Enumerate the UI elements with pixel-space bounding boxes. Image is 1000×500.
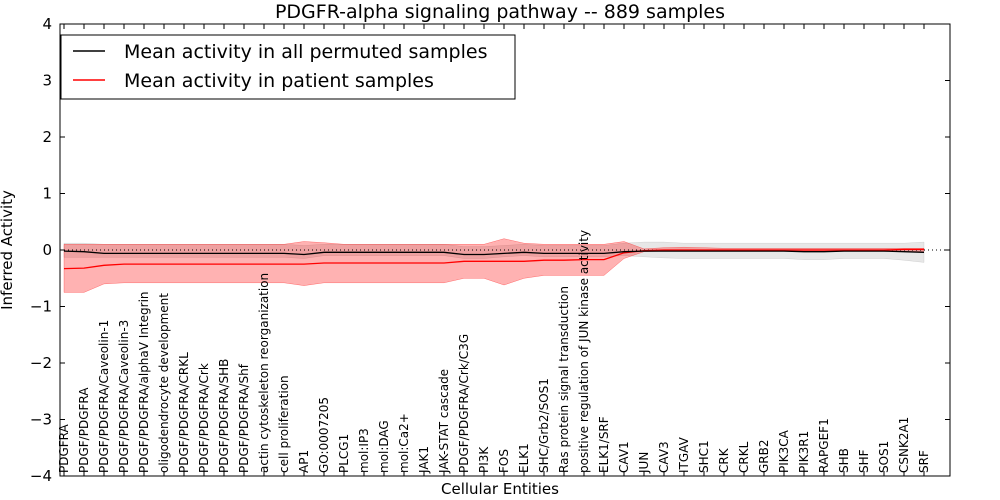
category-label: PI3K xyxy=(477,446,491,473)
legend: Mean activity in all permuted samples Me… xyxy=(60,34,516,100)
category-label: AP1 xyxy=(297,450,311,473)
category-label: mol:DAG xyxy=(377,420,391,473)
category-label: CRK xyxy=(717,447,731,473)
y-axis-label: Inferred Activity xyxy=(0,190,16,310)
y-tick-label: −3 xyxy=(30,411,52,429)
series-line-permuted xyxy=(63,250,925,256)
category-label: actin cytoskeleton reorganization xyxy=(257,273,271,473)
y-tick-label: 1 xyxy=(42,185,52,203)
category-label: PIK3R1 xyxy=(797,431,811,473)
category-label: SHF xyxy=(857,449,871,473)
series-line-patient xyxy=(63,248,924,270)
category-label: cell proliferation xyxy=(277,375,291,473)
y-tick-label: −4 xyxy=(30,467,52,485)
y-tick-label: −1 xyxy=(30,298,52,316)
category-label: ITGAV xyxy=(677,436,691,473)
category-label: GO:0007205 xyxy=(317,397,331,473)
category-label: ELK1/SRF xyxy=(597,416,611,473)
category-label: mol:IP3 xyxy=(357,428,371,473)
category-label: JAK-STAT cascade xyxy=(437,369,451,474)
y-tick-label: −2 xyxy=(30,354,52,372)
category-label: PDGFRA xyxy=(57,423,71,473)
category-label: GRB2 xyxy=(757,439,771,473)
category-label: RAPGEF1 xyxy=(817,418,831,473)
category-label: FOS xyxy=(497,449,511,473)
category-label: SHC1 xyxy=(697,440,711,473)
category-label: PDGF/PDGFRA xyxy=(77,387,91,473)
category-label: PLCG1 xyxy=(337,434,351,473)
x-axis-label: Cellular Entities xyxy=(441,480,559,498)
category-label: PDGF/PDGFRA/alphaV Integrin xyxy=(137,291,151,473)
plot-area xyxy=(60,238,950,293)
category-label: PDGF/PDGFRA/Caveolin-1 xyxy=(97,320,111,473)
y-tick-label: 3 xyxy=(42,72,52,90)
category-label: positive regulation of JUN kinase activi… xyxy=(577,230,591,473)
category-label: CRKL xyxy=(737,441,751,473)
category-label: mol:Ca2+ xyxy=(397,413,411,473)
category-label: PDGF/PDGFRA/Shf xyxy=(237,363,251,473)
category-label: PDGF/PDGFRA/SHB xyxy=(217,359,231,473)
category-label: PIK3CA xyxy=(777,429,791,473)
x-axis-category-labels: PDGFRA PDGF/PDGFRA PDGF/PDGFRA/Caveolin-1 P… xyxy=(57,24,931,476)
category-label: oligodendrocyte development xyxy=(157,293,171,473)
legend-box xyxy=(60,34,516,100)
category-label: JAK1 xyxy=(417,446,431,474)
y-tick-label: 0 xyxy=(42,241,52,259)
category-label: SHC/Grb2/SOS1 xyxy=(537,378,551,473)
category-label: PDGF/PDGFRA/Crk xyxy=(197,363,211,473)
category-label: PDGF/PDGFRA/CRKL xyxy=(177,352,191,473)
category-label: SHB xyxy=(837,448,851,473)
category-label: SRF xyxy=(917,450,931,473)
chart-title: PDGFR-alpha signaling pathway -- 889 sam… xyxy=(275,1,725,23)
category-label: PDGF/PDGFRA/Caveolin-3 xyxy=(117,320,131,473)
category-label: Ras protein signal transduction xyxy=(557,286,571,473)
category-label: CAV1 xyxy=(617,441,631,473)
category-label: CAV3 xyxy=(657,441,671,473)
y-axis: −4 −3 −2 −1 0 1 2 3 4 xyxy=(30,15,950,485)
band-patient xyxy=(63,238,925,293)
legend-label-permuted: Mean activity in all permuted samples xyxy=(124,41,487,63)
category-label: SOS1 xyxy=(877,441,891,473)
category-label: JUN xyxy=(637,452,651,474)
category-label: CSNK2A1 xyxy=(897,417,911,473)
y-tick-label: 4 xyxy=(42,15,52,33)
category-label: PDGF/PDGFRA/Crk/C3G xyxy=(457,334,471,473)
category-label: ELK1 xyxy=(517,443,531,473)
legend-label-patient: Mean activity in patient samples xyxy=(124,70,434,92)
y-tick-label: 2 xyxy=(42,128,52,146)
